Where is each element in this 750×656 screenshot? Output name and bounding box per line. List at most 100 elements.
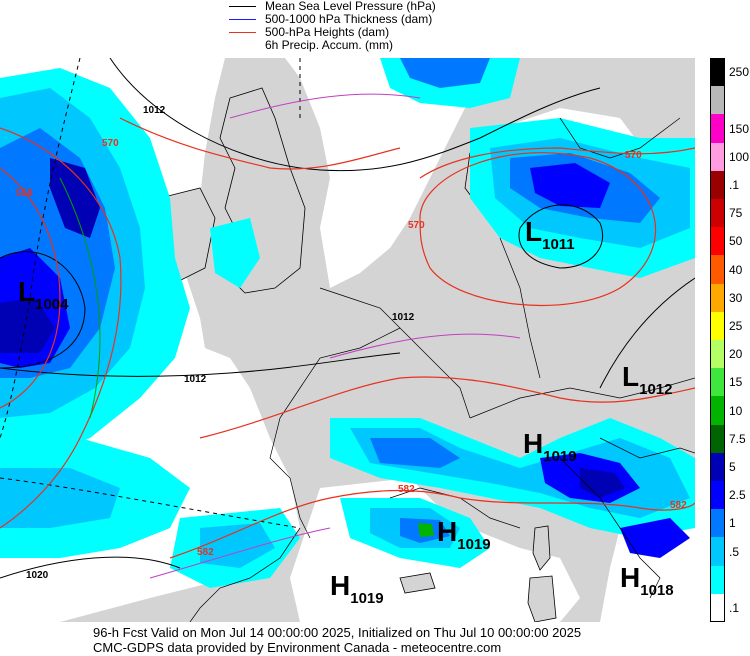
balearic (399, 572, 436, 594)
precip-north-sea-top-b (400, 58, 490, 88)
precip-west-blob-lb (0, 468, 120, 528)
border-balkan (599, 437, 695, 459)
scale-swatch (710, 509, 725, 538)
label-height-570-a: 570 (102, 138, 119, 149)
footer-valid-time: 96-h Fcst Valid on Mon Jul 14 00:00:00 2… (93, 625, 582, 640)
thickness-magenta-mid (329, 333, 521, 359)
scale-label: 5 (729, 459, 736, 474)
scale-swatch (710, 114, 725, 143)
low-pressure-1011: L1011 (525, 216, 575, 253)
thickness-green (59, 177, 101, 419)
scale-label: 15 (729, 375, 743, 390)
scale-label: 7.5 (729, 431, 746, 446)
height-570-loop (419, 152, 657, 307)
scale-swatch (710, 424, 725, 453)
scale-label: 30 (729, 290, 743, 305)
coast-iberia (189, 527, 301, 622)
low-pressure-1004: L1004 (18, 276, 69, 313)
precip-balkan (620, 518, 690, 558)
scale-swatch (710, 593, 725, 622)
scale-swatch (710, 537, 725, 566)
label-height-558: 558 (16, 188, 33, 199)
high-pressure-1018: H1018 (620, 562, 674, 599)
label-height-582-c: 582 (670, 500, 687, 511)
label-isobar-1012-c: 1012 (184, 374, 207, 385)
legend-label-precip: 6h Precip. Accum. (mm) (265, 38, 394, 52)
legend-line-thickness (229, 19, 256, 20)
border-scand (559, 117, 681, 159)
height-558-west (0, 167, 61, 409)
label-height-570-c: 570 (625, 150, 642, 161)
scale-swatch (710, 255, 725, 284)
scale-label: .5 (729, 544, 740, 559)
thickness-line-south (0, 477, 301, 529)
label-isobar-1012-b: 1012 (392, 312, 415, 323)
precip-spain-green (418, 523, 434, 537)
legend-label-heights: 500-hPa Heights (dam) (265, 25, 390, 39)
label-height-582-a: 582 (398, 484, 415, 495)
coast-italy (559, 457, 661, 599)
isobar-east (599, 277, 695, 389)
north-sea (285, 58, 480, 288)
legend-line-heights (229, 32, 256, 33)
scale-label: 150 (729, 121, 750, 136)
scale-swatch (710, 481, 725, 510)
label-isobar-1012-a: 1012 (143, 105, 166, 116)
precip-italy-navy (580, 468, 625, 498)
scale-swatch (710, 86, 725, 115)
legend-line-mslp (229, 6, 256, 7)
scale-swatch (710, 396, 725, 425)
scale-label: 20 (729, 347, 743, 362)
coast-west-europe (269, 287, 401, 539)
isobar-1012-mid (0, 352, 401, 377)
thickness-magenta-north (229, 93, 421, 119)
map-legend: Mean Sea Level Pressure (hPa) 500-1000 h… (229, 0, 529, 58)
precip-atlantic-navy-2 (0, 298, 55, 353)
precip-iberia-sw-lb (200, 523, 275, 568)
weather-map: 1012 1012 1012 1020 570 570 570 558 582 … (0, 58, 695, 622)
thickness-magenta-south (149, 527, 331, 579)
scale-swatch (710, 340, 725, 369)
scale-label: 40 (729, 262, 743, 277)
scale-swatch (710, 58, 725, 87)
scale-label: 50 (729, 234, 743, 249)
precip-atlantic-navy (50, 158, 100, 238)
scale-swatch (710, 452, 725, 481)
precip-uk (210, 218, 260, 288)
high-pressure-1019-south: H1019 (330, 570, 384, 607)
sardinia (527, 575, 557, 622)
isobar-low-1004 (0, 251, 86, 369)
scale-label: 250 (729, 65, 750, 80)
thickness-colored (59, 93, 521, 579)
scale-swatch (710, 368, 725, 397)
legend-label-thickness: 500-1000 hPa Thickness (dam) (265, 12, 433, 26)
label-isobar-1020: 1020 (26, 570, 49, 581)
scale-swatch (710, 311, 725, 340)
legend-label-mslp: Mean Sea Level Pressure (hPa) (265, 0, 436, 13)
border-central (469, 377, 695, 419)
scale-swatch (710, 199, 725, 228)
isobars (0, 58, 695, 579)
height-570-north (119, 117, 401, 170)
scale-label: 100 (729, 149, 750, 164)
footer-data-source: CMC-GDPS data provided by Environment Ca… (93, 640, 502, 655)
border-de-pl (499, 237, 541, 379)
map-canvas: 1012 1012 1012 1020 570 570 570 558 582 … (0, 58, 695, 622)
scale-swatch (710, 170, 725, 199)
scale-label: .1 (729, 600, 740, 615)
scale-label: 25 (729, 318, 743, 333)
low-pressure-1012: L1012 (622, 361, 673, 398)
high-pressure-1019-alps: H1019 (523, 428, 577, 465)
corsica (532, 525, 551, 571)
label-height-570-b: 570 (408, 220, 425, 231)
scale-swatch (710, 227, 725, 256)
scale-swatch (710, 565, 725, 594)
isobar-1020 (0, 556, 181, 579)
height-582-south (199, 376, 695, 439)
scale-label: 2.5 (729, 488, 746, 503)
scale-label: 10 (729, 403, 743, 418)
isobar-1012-north (109, 58, 601, 172)
border-fr-de (399, 327, 471, 419)
precipitation (0, 58, 695, 588)
height-570-east (419, 147, 695, 179)
